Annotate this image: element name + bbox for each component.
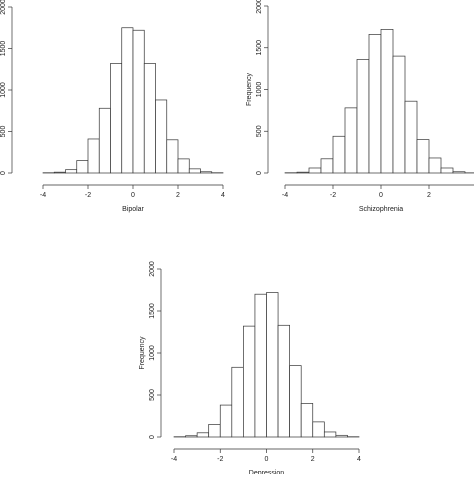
- bar: [278, 325, 290, 437]
- bar: [313, 422, 325, 437]
- bar: [156, 100, 167, 173]
- bar: [297, 172, 309, 173]
- x-tick-label: -4: [171, 456, 177, 463]
- bar: [345, 108, 357, 173]
- y-tick-label: 1500: [256, 40, 263, 56]
- bar: [369, 34, 381, 173]
- bar: [393, 56, 405, 173]
- x-tick-label: -2: [330, 192, 336, 199]
- x-tick-label: 2: [176, 192, 180, 199]
- bar: [243, 326, 255, 437]
- x-axis-label: Depression: [249, 470, 285, 474]
- y-tick-label: 1000: [0, 82, 7, 98]
- bar: [267, 293, 279, 437]
- x-tick-label: -4: [282, 192, 288, 199]
- x-tick-label: -2: [217, 456, 223, 463]
- y-tick-label: 500: [149, 389, 156, 401]
- x-tick-label: 2: [427, 192, 431, 199]
- x-tick-label: -4: [40, 192, 46, 199]
- y-tick-label: 1500: [0, 41, 7, 57]
- bar: [178, 159, 189, 173]
- bar: [429, 158, 441, 173]
- bar: [111, 63, 122, 173]
- bar: [381, 29, 393, 173]
- y-tick-label: 1000: [256, 82, 263, 98]
- bar: [186, 436, 198, 437]
- bar: [255, 294, 267, 437]
- bar: [88, 139, 99, 173]
- bar: [232, 367, 244, 437]
- x-axis-label: Schizophrenia: [359, 206, 403, 213]
- bar: [209, 424, 221, 437]
- bar: [220, 405, 232, 437]
- x-tick-label: -2: [85, 192, 91, 199]
- x-tick-label: 0: [379, 192, 383, 199]
- bar: [357, 59, 369, 173]
- bar: [167, 140, 178, 173]
- bar: [201, 172, 212, 173]
- bar: [144, 63, 155, 173]
- y-tick-label: 2000: [256, 0, 263, 14]
- y-tick-label: 500: [256, 125, 263, 137]
- bar: [441, 168, 453, 173]
- y-tick-label: 0: [256, 171, 263, 175]
- bar: [99, 108, 110, 173]
- y-axis-label: Frequency: [246, 72, 253, 106]
- bar: [453, 172, 465, 173]
- x-tick-label: 4: [221, 192, 225, 199]
- x-tick-label: 0: [265, 456, 269, 463]
- bar: [324, 432, 336, 437]
- bar: [66, 170, 77, 173]
- bar: [77, 161, 88, 173]
- y-axis-label: Frequency: [139, 336, 146, 370]
- bar: [133, 30, 144, 173]
- y-tick-label: 2000: [149, 261, 156, 277]
- bar: [336, 435, 348, 437]
- bar: [301, 403, 313, 437]
- bar: [197, 433, 209, 437]
- bar: [405, 101, 417, 173]
- x-axis-label: Bipolar: [122, 206, 144, 213]
- bar: [122, 28, 133, 173]
- x-tick-label: 0: [131, 192, 135, 199]
- y-tick-label: 1500: [149, 303, 156, 319]
- bar: [290, 366, 302, 437]
- bar: [417, 140, 429, 173]
- x-tick-label: 2: [311, 456, 315, 463]
- bar: [54, 172, 65, 173]
- bar: [309, 168, 321, 173]
- bar: [321, 159, 333, 173]
- bar: [333, 136, 345, 173]
- y-tick-label: 500: [0, 126, 7, 138]
- bar: [189, 169, 200, 173]
- y-tick-label: 0: [149, 435, 156, 439]
- y-tick-label: 1000: [149, 345, 156, 361]
- y-tick-label: 0: [0, 171, 7, 175]
- x-tick-label: 4: [357, 456, 361, 463]
- y-tick-label: 2000: [0, 0, 7, 15]
